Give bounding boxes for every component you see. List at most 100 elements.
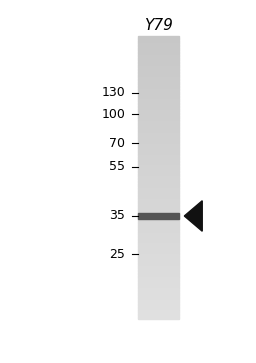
Bar bbox=[138, 60, 179, 62]
Bar bbox=[138, 111, 179, 113]
Bar bbox=[138, 295, 179, 297]
Bar bbox=[138, 87, 179, 89]
Bar bbox=[138, 179, 179, 181]
Bar bbox=[138, 237, 179, 239]
Bar bbox=[138, 263, 179, 264]
Bar bbox=[138, 83, 179, 85]
Bar bbox=[138, 65, 179, 66]
Bar bbox=[138, 189, 179, 191]
Bar bbox=[138, 192, 179, 193]
Bar bbox=[138, 103, 179, 104]
Bar bbox=[138, 188, 179, 189]
Bar bbox=[138, 278, 179, 280]
Bar bbox=[138, 107, 179, 109]
Bar bbox=[138, 219, 179, 220]
Bar bbox=[138, 141, 179, 143]
Bar bbox=[138, 90, 179, 91]
Bar bbox=[138, 138, 179, 140]
Bar bbox=[138, 267, 179, 269]
Bar bbox=[138, 304, 179, 305]
Bar bbox=[138, 223, 179, 225]
Bar bbox=[138, 126, 179, 127]
Polygon shape bbox=[184, 201, 202, 231]
Bar bbox=[138, 229, 179, 230]
Bar bbox=[138, 202, 179, 203]
Bar bbox=[138, 293, 179, 294]
Bar bbox=[138, 82, 179, 83]
Bar bbox=[138, 50, 179, 52]
Bar bbox=[138, 191, 179, 192]
Bar bbox=[138, 140, 179, 141]
Bar bbox=[138, 198, 179, 199]
Bar bbox=[138, 89, 179, 90]
Bar bbox=[138, 230, 179, 232]
Bar bbox=[138, 287, 179, 288]
Bar bbox=[138, 285, 179, 287]
Bar bbox=[138, 205, 179, 206]
Bar bbox=[138, 165, 179, 167]
Bar bbox=[138, 55, 179, 56]
Bar bbox=[138, 74, 179, 76]
Bar bbox=[138, 281, 179, 283]
Bar bbox=[138, 59, 179, 60]
Bar bbox=[138, 70, 179, 72]
Bar bbox=[138, 79, 179, 80]
Bar bbox=[138, 206, 179, 208]
Bar bbox=[138, 49, 179, 50]
Bar bbox=[138, 56, 179, 57]
Bar bbox=[138, 246, 179, 247]
Bar bbox=[138, 240, 179, 242]
Bar bbox=[138, 249, 179, 250]
Bar bbox=[138, 244, 179, 246]
Bar bbox=[138, 213, 179, 219]
Bar bbox=[138, 151, 179, 152]
Bar bbox=[138, 39, 179, 41]
Bar bbox=[138, 142, 179, 144]
Bar bbox=[138, 250, 179, 252]
Bar bbox=[138, 193, 179, 195]
Bar bbox=[138, 273, 179, 274]
Bar bbox=[138, 145, 179, 147]
Bar bbox=[138, 301, 179, 302]
Text: 25: 25 bbox=[110, 248, 125, 261]
Bar bbox=[138, 217, 179, 219]
Bar bbox=[138, 211, 179, 212]
Bar bbox=[138, 284, 179, 285]
Bar bbox=[138, 200, 179, 202]
Bar bbox=[138, 53, 179, 55]
Bar bbox=[138, 118, 179, 120]
Bar bbox=[138, 184, 179, 185]
Text: 70: 70 bbox=[110, 137, 125, 150]
Bar bbox=[138, 106, 179, 107]
Bar bbox=[138, 254, 179, 256]
Bar bbox=[138, 276, 179, 277]
Bar bbox=[138, 310, 179, 311]
Bar bbox=[138, 209, 179, 211]
Bar bbox=[138, 101, 179, 103]
Bar bbox=[138, 114, 179, 115]
Bar bbox=[138, 280, 179, 281]
Bar bbox=[138, 96, 179, 97]
Bar bbox=[138, 168, 179, 170]
Bar bbox=[138, 86, 179, 87]
Bar bbox=[138, 38, 179, 39]
Bar bbox=[138, 253, 179, 254]
Bar bbox=[138, 132, 179, 134]
Bar bbox=[138, 226, 179, 227]
Bar bbox=[138, 104, 179, 106]
Bar bbox=[138, 220, 179, 222]
Bar bbox=[138, 73, 179, 74]
Bar bbox=[138, 162, 179, 164]
Bar bbox=[138, 154, 179, 155]
Bar bbox=[138, 270, 179, 271]
Bar bbox=[138, 317, 179, 318]
Bar bbox=[138, 186, 179, 188]
Bar bbox=[138, 113, 179, 114]
Bar bbox=[138, 41, 179, 42]
Bar bbox=[138, 46, 179, 48]
Bar bbox=[138, 213, 179, 215]
Bar bbox=[138, 314, 179, 315]
Bar bbox=[138, 72, 179, 73]
Bar bbox=[138, 45, 179, 46]
Bar bbox=[138, 36, 179, 38]
